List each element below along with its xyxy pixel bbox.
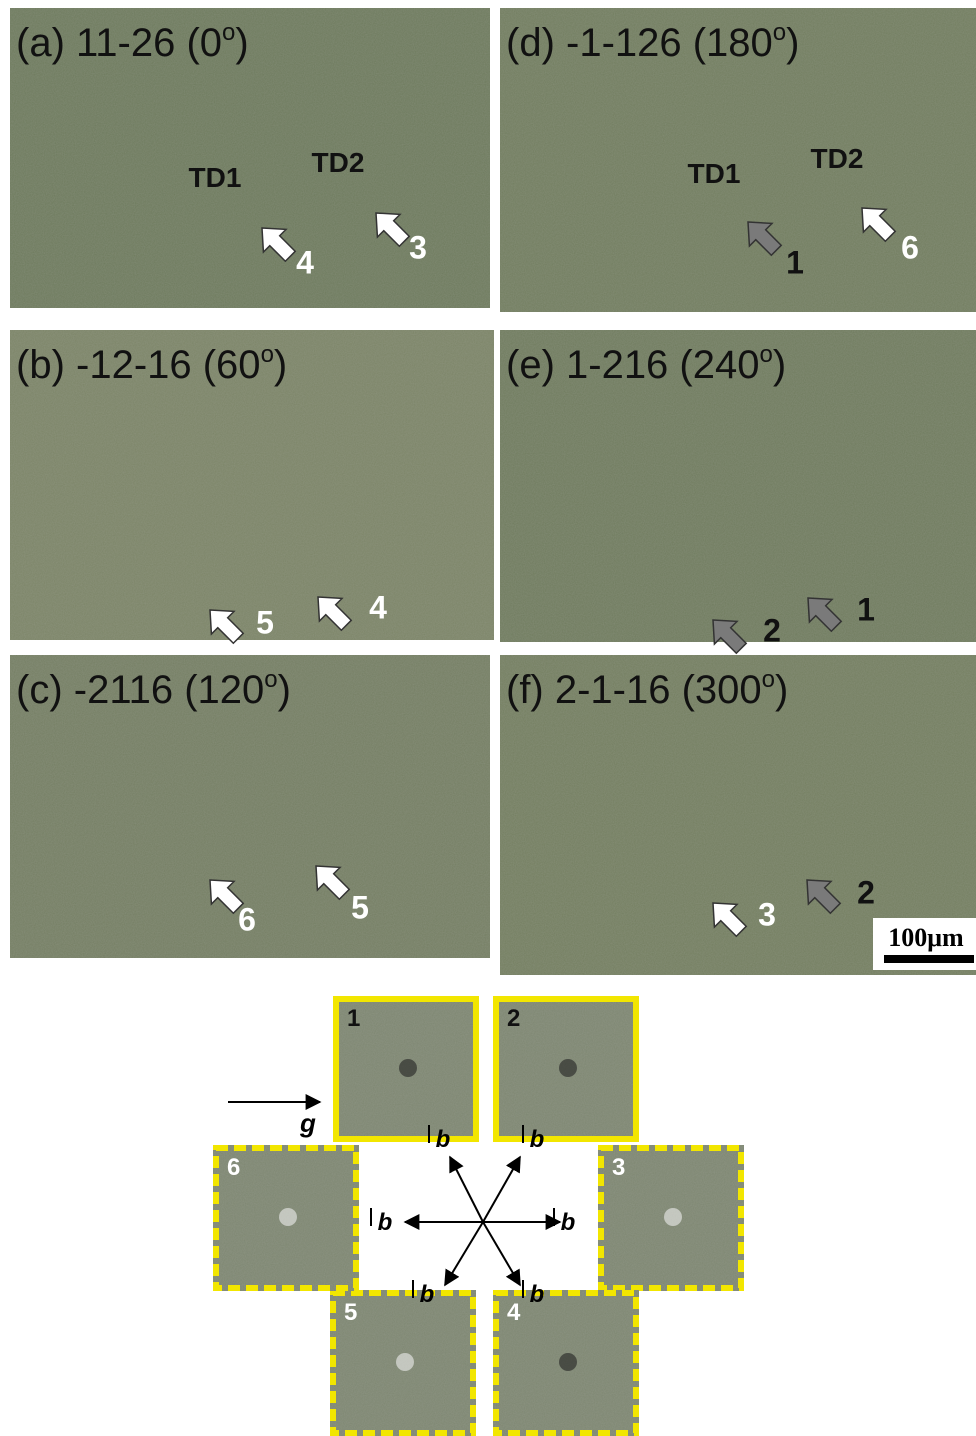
degree-sup: o bbox=[773, 19, 786, 46]
b-arrow bbox=[445, 1222, 483, 1285]
td-label: TD1 bbox=[189, 162, 242, 193]
td-label: TD2 bbox=[312, 147, 365, 178]
b-label: b bbox=[436, 1126, 451, 1153]
square-number: 5 bbox=[344, 1299, 357, 1326]
panel-title-close: ) bbox=[235, 21, 248, 65]
defect-spot bbox=[279, 1208, 297, 1226]
arrow-number: 1 bbox=[786, 244, 804, 280]
arrow-number: 4 bbox=[369, 589, 387, 625]
panel-title-close: ) bbox=[773, 343, 786, 387]
arrow-number: 6 bbox=[901, 229, 919, 265]
b-label: b bbox=[420, 1281, 435, 1308]
defect-spot bbox=[559, 1353, 577, 1371]
figure: (a) 11-26 (0o)TD1TD243(b) -12-16 (60o)54… bbox=[0, 0, 976, 1436]
square-number: 4 bbox=[507, 1299, 521, 1326]
degree-sup: o bbox=[759, 341, 772, 368]
b-arrow bbox=[483, 1222, 520, 1285]
square-number: 6 bbox=[227, 1154, 240, 1181]
degree-sup: o bbox=[264, 666, 277, 693]
arrow-number: 3 bbox=[409, 229, 427, 265]
b-arrow bbox=[450, 1157, 483, 1222]
arrow-number: 5 bbox=[256, 604, 274, 640]
g-label: g bbox=[299, 1108, 316, 1138]
defect-spot bbox=[664, 1208, 682, 1226]
panel-title-text: (c) -2116 (120 bbox=[16, 668, 264, 712]
panel-title-close: ) bbox=[786, 21, 799, 65]
degree-sup: o bbox=[261, 341, 274, 368]
panel-title-close: ) bbox=[775, 668, 788, 712]
b-label: b bbox=[530, 1126, 545, 1153]
defect-spot bbox=[559, 1059, 577, 1077]
td-label: TD2 bbox=[811, 143, 864, 174]
panel-title: (e) 1-216 (240o) bbox=[506, 341, 786, 387]
b-label: b bbox=[378, 1209, 393, 1236]
degree-sup: o bbox=[762, 666, 775, 693]
panel-title-text: (b) -12-16 (60 bbox=[16, 343, 261, 387]
square-number: 1 bbox=[347, 1005, 360, 1032]
panel-title-close: ) bbox=[278, 668, 291, 712]
panel-title: (f) 2-1-16 (300o) bbox=[506, 666, 788, 712]
square-number: 2 bbox=[507, 1005, 520, 1032]
arrow-number: 5 bbox=[351, 889, 369, 925]
arrow-number: 2 bbox=[763, 612, 781, 648]
panel-title: (c) -2116 (120o) bbox=[16, 666, 291, 712]
defect-spot bbox=[399, 1059, 417, 1077]
panel-title: (a) 11-26 (0o) bbox=[16, 19, 249, 65]
scale-bar-label: 100μm bbox=[888, 923, 964, 952]
panel-title-close: ) bbox=[274, 343, 287, 387]
panel-title-text: (d) -1-126 (180 bbox=[506, 21, 773, 65]
arrow-number: 4 bbox=[296, 244, 314, 280]
b-label: b bbox=[530, 1281, 545, 1308]
td-label: TD1 bbox=[688, 158, 741, 189]
panel-title-text: (a) 11-26 (0 bbox=[16, 21, 222, 65]
square-number: 3 bbox=[612, 1154, 625, 1181]
degree-sup: o bbox=[222, 19, 235, 46]
panel-title: (b) -12-16 (60o) bbox=[16, 341, 287, 387]
arrow-number: 2 bbox=[857, 874, 875, 910]
arrow-number: 6 bbox=[238, 901, 256, 937]
panel-title-text: (f) 2-1-16 (300 bbox=[506, 668, 762, 712]
panel-title: (d) -1-126 (180o) bbox=[506, 19, 799, 65]
b-label: b bbox=[561, 1209, 576, 1236]
scale-bar bbox=[884, 955, 974, 963]
defect-spot bbox=[396, 1353, 414, 1371]
b-arrow bbox=[483, 1157, 520, 1222]
panel-title-text: (e) 1-216 (240 bbox=[506, 343, 759, 387]
arrow-number: 1 bbox=[857, 591, 875, 627]
arrow-number: 3 bbox=[758, 896, 776, 932]
